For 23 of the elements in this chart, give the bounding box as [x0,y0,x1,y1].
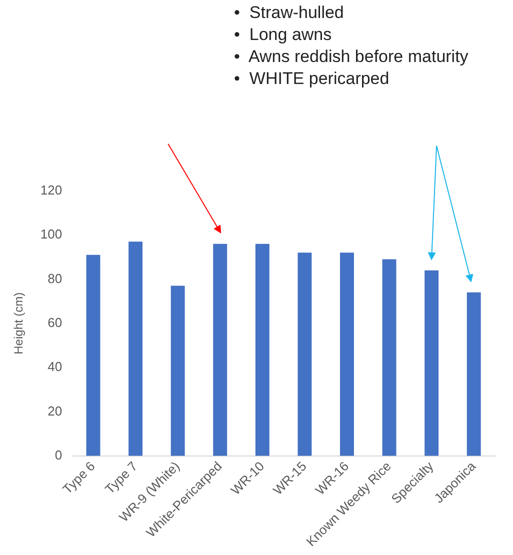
bar [128,242,143,456]
y-axis-title: Height (cm) [12,292,26,354]
text: • Long awns [234,24,333,46]
bar [382,259,396,456]
bar [424,270,439,456]
y-tick-label: 0 [54,448,62,462]
y-tick-label: 60 [48,314,62,330]
text: • Straw-hulled [234,2,345,24]
bar [255,244,270,456]
bar [466,292,481,456]
y-tick-label: 80 [48,270,62,286]
y-tick-label: 40 [48,359,62,374]
x-tick-label: Type 6 [60,458,98,497]
text: • Awns reddish before maturity [234,46,469,68]
y-tick-label: 20 [48,403,62,418]
y-tick-label: 100 [40,226,62,242]
bar [298,252,312,456]
y-tick-label: 120 [40,182,62,198]
bar [340,252,354,456]
text: • WHITE pericarped [234,68,390,90]
bar [86,254,100,456]
bar [213,244,228,456]
bar [170,286,185,456]
